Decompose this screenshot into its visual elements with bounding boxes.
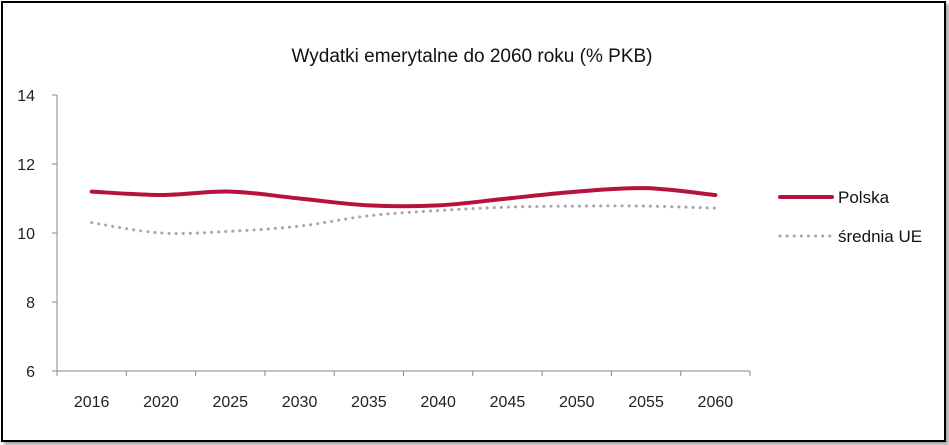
data-point-0-7	[574, 189, 579, 194]
data-point-1-2	[228, 229, 233, 234]
x-tick-label: 2055	[628, 394, 664, 411]
y-tick-label: 14	[17, 88, 35, 105]
y-tick-label: 10	[17, 226, 35, 243]
data-point-1-1	[158, 231, 163, 236]
data-point-1-9	[713, 206, 718, 211]
series-line-1	[90, 204, 717, 235]
x-tick-label: 2045	[490, 394, 526, 411]
legend: Polska średnia UE	[778, 188, 922, 246]
data-point-1-3	[297, 224, 302, 229]
axes: 6 8 10 12 14 2016 2020 2025 2030 2035 2040 2045 2050…	[17, 88, 751, 411]
data-point-0-2	[228, 189, 233, 194]
x-tick-label: 2050	[559, 394, 595, 411]
data-point-0-8	[644, 186, 649, 191]
x-tick-label: 2040	[420, 394, 456, 411]
x-tick-label: 2020	[143, 394, 179, 411]
chart-title: Wydatki emerytalne do 2060 roku (% PKB)	[292, 46, 653, 67]
data-point-0-1	[158, 193, 163, 198]
x-tick-label: 2060	[698, 394, 734, 411]
data-point-1-6	[505, 205, 510, 210]
y-tick-label: 6	[26, 364, 35, 381]
data-point-0-0	[89, 189, 94, 194]
data-point-0-3	[297, 196, 302, 201]
legend-label-1: średnia UE	[838, 227, 922, 246]
data-point-1-0	[89, 220, 94, 225]
y-tick-label: 8	[26, 295, 35, 312]
data-point-0-4	[366, 203, 371, 208]
x-tick-label: 2025	[212, 394, 248, 411]
data-point-0-9	[713, 193, 718, 198]
x-tick-label: 2035	[351, 394, 387, 411]
series-lines	[89, 186, 718, 236]
data-point-1-5	[436, 208, 441, 213]
x-tick-label: 2016	[74, 394, 110, 411]
data-point-0-6	[505, 196, 510, 201]
legend-label-0: Polska	[838, 188, 890, 207]
data-point-1-7	[574, 204, 579, 209]
y-tick-label: 12	[17, 157, 35, 174]
data-point-0-5	[436, 203, 441, 208]
data-point-1-4	[366, 213, 371, 218]
data-point-1-8	[644, 204, 649, 209]
x-tick-label: 2030	[282, 394, 318, 411]
series-line-0	[89, 186, 718, 209]
